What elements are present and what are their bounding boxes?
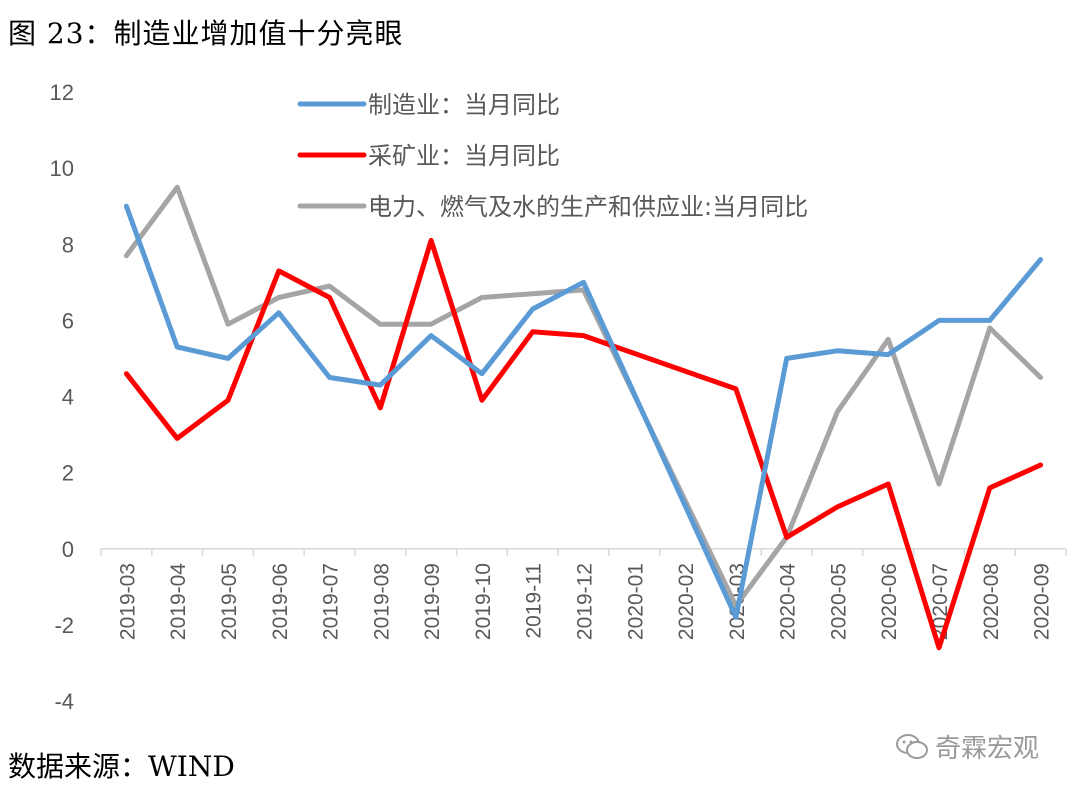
x-tick-label: 2019-11: [523, 563, 546, 639]
x-tick-label: 2020-09: [1031, 563, 1054, 640]
data-point: [581, 333, 586, 338]
data-point: [733, 615, 738, 620]
y-tick-label: -4: [54, 689, 74, 714]
x-tick-label: 2019-07: [320, 563, 343, 640]
data-point: [175, 185, 180, 190]
data-point: [784, 356, 789, 361]
x-tick-label: 2020-05: [827, 563, 850, 640]
x-tick-label: 2020-01: [624, 563, 647, 640]
data-point: [937, 318, 942, 323]
data-point: [276, 295, 281, 300]
data-point: [1038, 257, 1043, 262]
data-point: [479, 371, 484, 376]
y-tick-label: 0: [62, 537, 74, 562]
data-point: [479, 398, 484, 403]
data-point: [378, 383, 383, 388]
data-point: [327, 284, 332, 289]
y-tick-label: 6: [62, 308, 74, 333]
data-point: [327, 295, 332, 300]
watermark-text: 奇霖宏观: [935, 734, 1040, 764]
x-axis-ticks: 2019-03 2019-04 2019-05 2019-06 2019-07 2019-…: [116, 563, 1053, 640]
data-point: [1038, 463, 1043, 468]
data-point: [327, 375, 332, 380]
y-tick-label: 2: [62, 461, 74, 486]
data-point: [378, 322, 383, 327]
x-tick-label: 2020-08: [980, 563, 1003, 640]
data-point: [429, 322, 434, 327]
data-point: [429, 238, 434, 243]
x-tick-label: 2019-05: [218, 563, 241, 640]
data-point: [581, 280, 586, 285]
data-point: [937, 645, 942, 650]
data-point: [276, 310, 281, 315]
data-point: [124, 371, 129, 376]
wechat-icon: [896, 733, 928, 759]
data-point: [530, 306, 535, 311]
series-lines: [123, 184, 1044, 651]
data-point: [987, 485, 992, 490]
x-axis: [100, 548, 1067, 556]
data-point: [124, 204, 129, 209]
data-point: [784, 535, 789, 540]
series-line-0: [123, 203, 1044, 620]
data-point: [429, 333, 434, 338]
x-tick-label: 2019-08: [370, 563, 393, 640]
legend-label: 采矿业：当月同比: [368, 142, 560, 170]
series-line-2: [123, 184, 1044, 609]
chart-title: 图 23：制造业增加值十分亮眼: [8, 17, 404, 50]
data-point: [225, 322, 230, 327]
data-point: [225, 398, 230, 403]
y-tick-label: 10: [50, 156, 74, 181]
data-point: [225, 356, 230, 361]
data-point: [124, 253, 129, 258]
data-point: [886, 337, 891, 342]
y-tick-label: -2: [54, 613, 74, 638]
x-tick-label: 2020-04: [777, 563, 800, 640]
data-point: [276, 268, 281, 273]
y-tick-label: 8: [62, 232, 74, 257]
data-point: [479, 295, 484, 300]
data-source: 数据来源：WIND: [8, 750, 235, 783]
data-point: [886, 352, 891, 357]
data-point: [835, 409, 840, 414]
data-point: [937, 482, 942, 487]
data-point: [1038, 375, 1043, 380]
x-tick-label: 2020-02: [675, 563, 698, 640]
data-point: [987, 325, 992, 330]
data-point: [987, 318, 992, 323]
y-axis-ticks: -4 -2 0 2 4 6 8 10 12: [50, 80, 74, 714]
x-tick-label: 2019-04: [167, 563, 190, 640]
data-point: [835, 348, 840, 353]
data-point: [530, 291, 535, 296]
data-point: [733, 386, 738, 391]
legend-label: 电力、燃气及水的生产和供应业:当月同比: [368, 193, 808, 221]
x-tick-label: 2019-12: [574, 563, 597, 640]
x-tick-label: 2019-10: [472, 563, 495, 640]
data-point: [886, 482, 891, 487]
watermark: 奇霖宏观: [895, 728, 1039, 765]
x-tick-label: 2020-06: [878, 563, 901, 640]
data-point: [175, 436, 180, 441]
y-tick-label: 4: [62, 385, 74, 410]
data-point: [530, 329, 535, 334]
y-tick-label: 12: [50, 80, 74, 105]
data-point: [175, 345, 180, 350]
x-tick-label: 2019-06: [269, 563, 292, 640]
data-point: [378, 405, 383, 410]
data-point: [835, 504, 840, 509]
x-tick-label: 2019-09: [421, 563, 444, 640]
x-tick-label: 2019-03: [116, 563, 139, 640]
legend-label: 制造业：当月同比: [368, 91, 560, 119]
